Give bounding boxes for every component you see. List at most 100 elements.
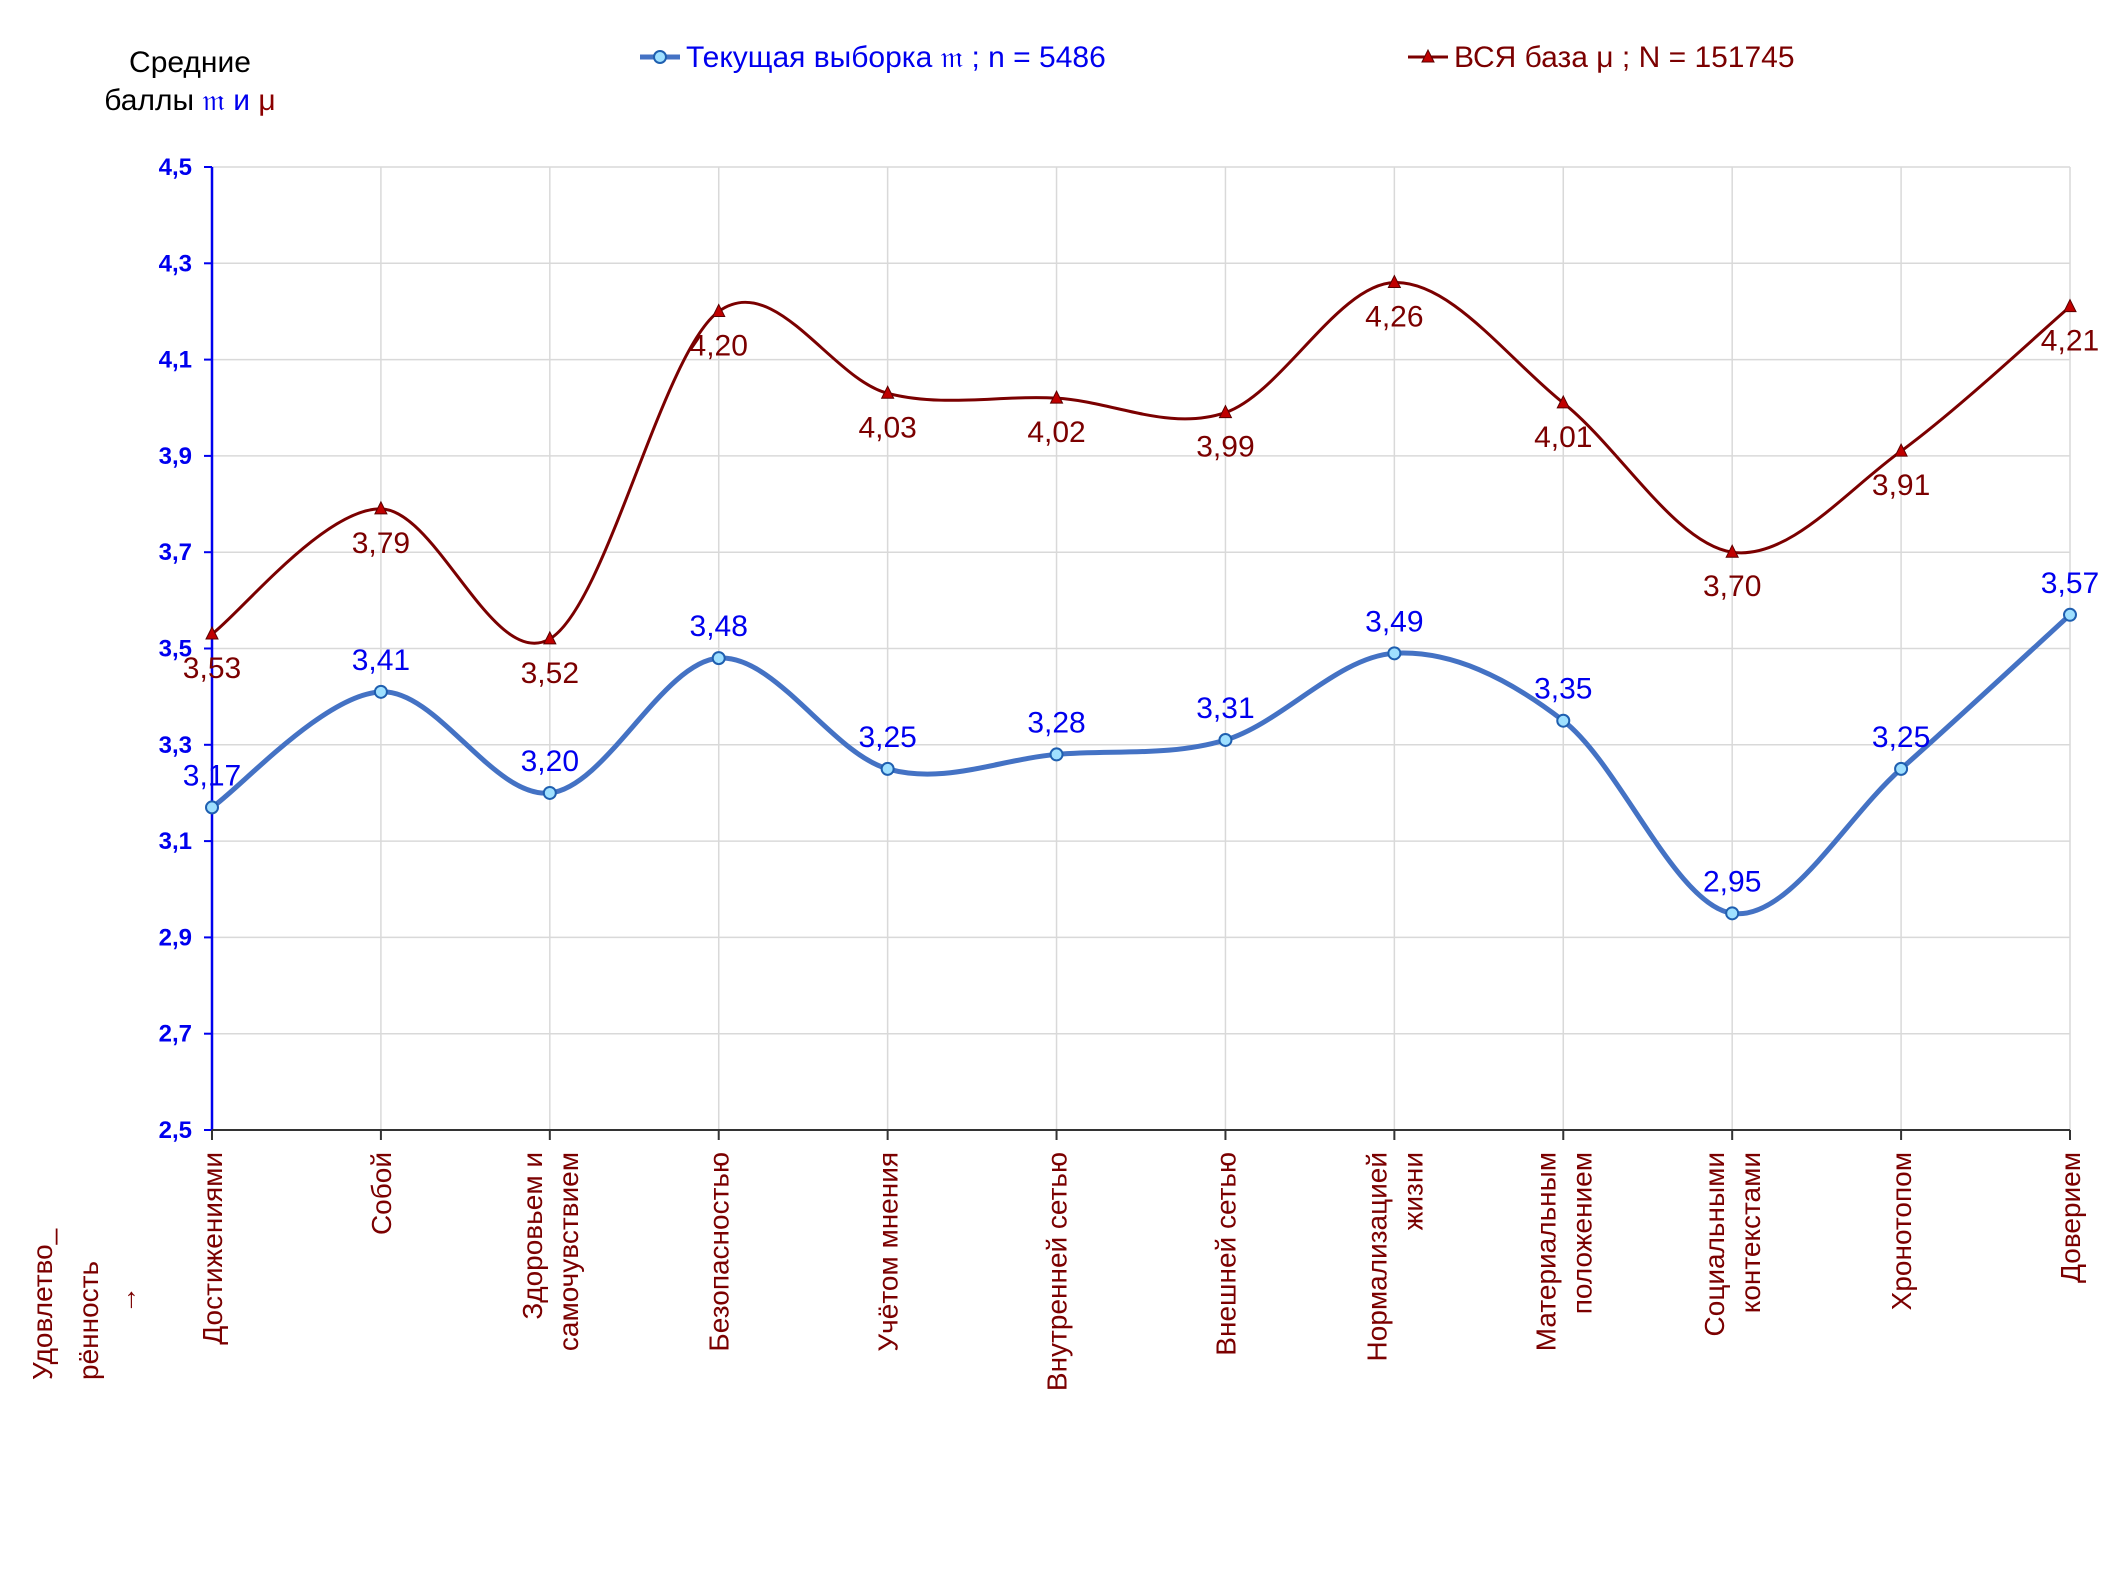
y-axis-title-prefix: баллы: [104, 84, 195, 117]
data-label: 2,95: [1703, 865, 1761, 898]
data-point: [711, 303, 726, 317]
x-tick-label: Социальными контекстами: [1699, 1152, 1766, 1336]
x-axis-title-text: →: [111, 1286, 142, 1314]
data-point: [2063, 607, 2077, 622]
data-label: 3,49: [1365, 605, 1423, 638]
legend-item-sample: Текущая выборка 𝔪 ; n = 5486: [640, 41, 1106, 74]
data-label: 3,31: [1196, 692, 1254, 725]
data-label: 3,28: [1027, 706, 1085, 739]
data-point: [1894, 761, 1909, 776]
sample-symbol: 𝔪: [202, 84, 225, 117]
data-label: 3,91: [1872, 469, 1930, 502]
data-label: 3,57: [2041, 567, 2099, 600]
y-tick-label: 4,1: [159, 347, 192, 374]
data-point: [542, 785, 557, 800]
data-label: 3,70: [1703, 570, 1761, 603]
x-tick-label-line: Внутренней сетью: [1042, 1152, 1073, 1391]
data-point: [1725, 544, 1739, 558]
y-tick-label: 3,3: [159, 732, 192, 759]
legend-label: Текущая выборка 𝔪 ; n = 5486: [686, 41, 1106, 74]
x-tick-label: Безопасностью: [704, 1152, 735, 1352]
y-tick-label: 3,1: [159, 828, 192, 855]
data-point: [2063, 298, 2077, 313]
data-point: [543, 630, 557, 645]
data-label: 3,25: [1872, 721, 1930, 754]
x-tick-label-line: Внешней сетью: [1210, 1152, 1241, 1356]
x-tick-label-line: Достижениями: [197, 1152, 228, 1345]
series-lines: 3,17 3,41 3,20 3,48 3,25 3,28 3,31 3,49 3,35 2,95…: [183, 274, 2099, 921]
x-tick-label-line: Хронотопом: [1886, 1152, 1917, 1310]
x-axis-title-line: Удовлетво_: [27, 1228, 58, 1380]
x-tick-label-line: Здоровьем и: [517, 1152, 548, 1320]
data-point: [1556, 713, 1571, 728]
data-point: [711, 651, 726, 666]
data-label: 3,20: [521, 745, 579, 778]
x-tick-labels: Достижениями Собой Здоровьем и самочувствие…: [197, 1152, 2086, 1391]
y-axis-title-line2: баллы 𝔪 и μ: [90, 82, 290, 120]
data-label: 3,52: [521, 657, 579, 690]
x-tick-label: Хронотопом: [1886, 1152, 1917, 1310]
x-tick-label: Материальным положением: [1530, 1152, 1597, 1351]
data-point: [880, 761, 895, 776]
legend-item-base: ВСЯ база μ ; N = 151745: [1408, 41, 1795, 74]
legend-marker: [1421, 48, 1435, 63]
data-point: [205, 625, 219, 640]
data-point: [1049, 390, 1064, 404]
x-tick-label-line: самочувствием: [553, 1152, 584, 1351]
series-line: [211, 281, 2071, 645]
y-tick-label: 2,5: [159, 1117, 192, 1144]
y-tick-labels: 2,5 2,7 2,9 3,1 3,3 3,5 3,7 3,9 4,1 4,3 4,5: [159, 154, 192, 1144]
y-tick-label: 2,7: [159, 1021, 192, 1048]
axes: [204, 166, 2071, 1140]
data-point: [1049, 747, 1064, 762]
data-label: 3,48: [690, 610, 748, 643]
y-tick-label: 2,9: [159, 924, 192, 951]
legend: Текущая выборка 𝔪 ; n = 5486 ВСЯ база μ ;…: [640, 41, 1795, 74]
data-label: 3,35: [1534, 673, 1592, 706]
series-base: 3,53 3,79 3,52 4,20 4,03 4,02 3,99 4,26 4,01 3,70…: [183, 274, 2099, 690]
y-tick-label: 3,9: [159, 443, 192, 470]
gridlines: [212, 166, 2071, 1130]
x-tick-label-line: Безопасностью: [704, 1152, 735, 1352]
data-label: 4,03: [858, 411, 916, 444]
data-label: 4,01: [1534, 421, 1592, 454]
x-tick-label: Достижениями: [197, 1152, 228, 1345]
base-symbol: μ: [258, 84, 276, 117]
x-tick-label-line: Нормализацией: [1361, 1152, 1392, 1361]
x-tick-label: Внешней сетью: [1210, 1152, 1241, 1356]
y-tick-label: 4,5: [159, 154, 192, 181]
x-axis-title-text: Удовлетво_: [27, 1228, 58, 1380]
data-point: [1556, 394, 1571, 409]
y-tick-label: 4,3: [159, 250, 192, 277]
data-label: 4,20: [690, 329, 748, 362]
data-point: [1387, 646, 1402, 661]
x-tick-label-line: Собой: [366, 1152, 397, 1235]
data-label: 4,21: [2041, 325, 2099, 358]
y-axis-title-line1: Средние: [129, 46, 251, 79]
x-tick-label-line: Доверием: [2055, 1152, 2086, 1283]
x-axis-title-line: →: [111, 1286, 142, 1314]
data-label: 3,79: [352, 527, 410, 560]
data-point: [1218, 732, 1233, 747]
x-tick-label: Учётом мнения: [873, 1152, 904, 1352]
y-axis-title: Средние баллы 𝔪 и μ: [90, 44, 290, 120]
y-tick-label: 3,5: [159, 636, 192, 663]
data-point: [1894, 442, 1908, 457]
series-line: [210, 612, 2072, 917]
data-label: 4,26: [1365, 301, 1423, 334]
data-point: [880, 385, 895, 399]
data-label: 3,53: [183, 652, 241, 685]
data-point: [1387, 274, 1402, 289]
series-sample: 3,17 3,41 3,20 3,48 3,25 3,28 3,31 3,49 3,35 2,95…: [183, 567, 2099, 921]
data-point: [1218, 404, 1233, 419]
x-tick-label-line: контекстами: [1735, 1152, 1766, 1313]
x-tick-label-line: Социальными: [1699, 1152, 1730, 1336]
x-tick-label-line: жизни: [1397, 1152, 1428, 1230]
x-tick-label: Собой: [366, 1152, 397, 1235]
x-axis-title-text: рённость: [73, 1261, 104, 1380]
x-tick-label: Внутренней сетью: [1042, 1152, 1073, 1391]
y-axis-title-conj: и: [233, 84, 251, 117]
x-tick-label: Нормализацией жизни: [1361, 1152, 1428, 1361]
data-point: [374, 500, 388, 515]
